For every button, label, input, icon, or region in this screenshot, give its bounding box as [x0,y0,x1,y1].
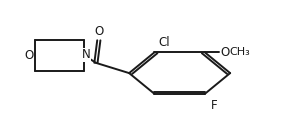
Text: CH₃: CH₃ [229,47,250,57]
Text: F: F [211,99,217,112]
Text: O: O [25,49,34,62]
Text: Cl: Cl [159,36,170,49]
Text: O: O [94,25,104,38]
Text: N: N [81,48,90,61]
Text: O: O [221,46,230,59]
